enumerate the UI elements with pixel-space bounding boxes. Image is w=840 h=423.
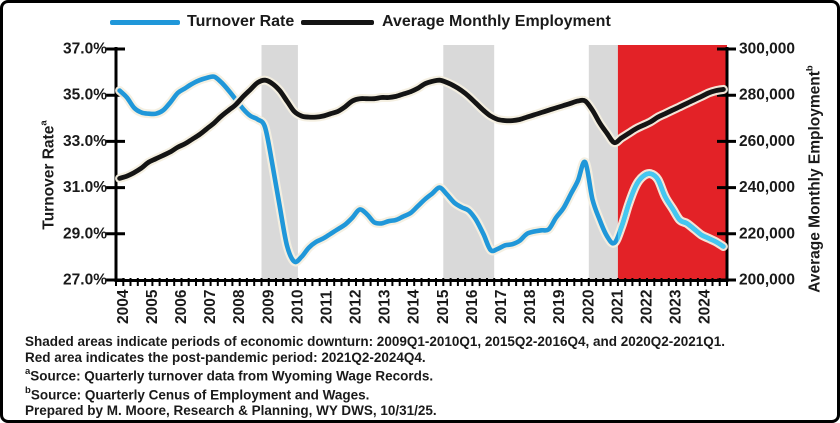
legend-label-employment: Average Monthly Employment: [382, 13, 611, 30]
left-axis-tick-label: 35.0%: [63, 87, 107, 104]
employment-line: [117, 77, 726, 181]
x-axis-year-label: 2021: [609, 289, 626, 324]
right-axis-tick-label: 260,000: [739, 133, 795, 150]
x-axis-year-label: 2007: [202, 290, 219, 324]
left-axis-tick-label: 31.0%: [63, 179, 107, 196]
right-axis-title: Average Monthly Employmentb: [804, 65, 824, 293]
x-axis-year-label: 2022: [639, 290, 656, 324]
footnote-b-text: Source: Quarterly Cenus of Employment an…: [30, 387, 370, 403]
x-axis-year-label: 2006: [173, 289, 190, 324]
legend-swatch-employment: [301, 20, 374, 25]
left-axis-title-text: Turnover Rate: [40, 125, 58, 230]
x-axis-year-label: 2019: [551, 289, 568, 324]
left-axis-tick-label: 33.0%: [63, 133, 107, 150]
footnote-prepared-by: Prepared by M. Moore, Research & Plannin…: [25, 403, 437, 419]
left-axis-tick-label: 27.0%: [63, 272, 107, 289]
left-axis-tick-label: 37.0%: [63, 41, 107, 58]
footnotes: Shaded areas indicate periods of economi…: [25, 334, 823, 419]
footnote-b-marker: b: [25, 385, 31, 397]
right-axis-tick-label: 220,000: [739, 225, 795, 242]
x-axis-year-label: 2014: [406, 289, 423, 324]
footnote-a-marker: a: [25, 366, 31, 378]
left-axis-footnote-marker: a: [38, 120, 50, 126]
footnote-source-a: aSource: Quarterly turnover data from Wy…: [25, 365, 823, 384]
right-axis-title-text: Average Monthly Employment: [806, 71, 824, 293]
x-axis-year-label: 2015: [435, 289, 452, 324]
right-axis-tick-label: 280,000: [739, 87, 795, 104]
right-axis-tick-label: 240,000: [739, 179, 795, 196]
turnover-line-post-pandemic: [617, 171, 726, 249]
right-axis-footnote-marker: b: [804, 65, 816, 72]
footnote-a-text: Source: Quarterly turnover data from Wyo…: [30, 368, 434, 384]
x-axis-year-label: 2011: [318, 290, 335, 324]
x-axis-year-label: 2004: [115, 289, 132, 324]
x-axis-year-label: 2013: [377, 289, 394, 324]
x-axis-year-label: 2005: [144, 289, 161, 324]
right-axis-tick-label: 300,000: [739, 41, 795, 58]
x-axis-year-label: 2016: [464, 289, 481, 324]
left-axis-title: Turnover Ratea: [38, 120, 58, 230]
turnover-employment-chart: 2004 2005 2006 2007 2008 2009 2010 2011 2012 2013…: [63, 41, 795, 325]
x-axis-year-label: 2008: [231, 289, 248, 324]
x-axis-year-label: 2009: [260, 289, 277, 324]
x-axis-year-label: 2010: [289, 290, 306, 324]
footnote-red-area: Red area indicates the post-pandemic per…: [25, 349, 426, 365]
post-pandemic-area: [617, 45, 727, 280]
x-axis-year-label: 2012: [348, 290, 365, 324]
left-axis-tick-label: 29.0%: [63, 225, 107, 242]
x-axis-year-label: 2024: [697, 289, 714, 324]
x-axis-year-label: 2018: [522, 289, 539, 324]
x-axis-year-label: 2023: [668, 289, 685, 324]
x-axis-year-label: 2020: [580, 290, 597, 324]
right-axis-tick-label: 200,000: [739, 272, 795, 289]
legend-swatch-turnover: [110, 20, 180, 25]
footnote-shaded-areas: Shaded areas indicate periods of economi…: [25, 334, 726, 349]
legend-label-turnover: Turnover Rate: [187, 13, 295, 30]
x-axis-year-label: 2017: [493, 290, 510, 324]
footnote-source-b: bSource: Quarterly Cenus of Employment a…: [25, 384, 823, 403]
